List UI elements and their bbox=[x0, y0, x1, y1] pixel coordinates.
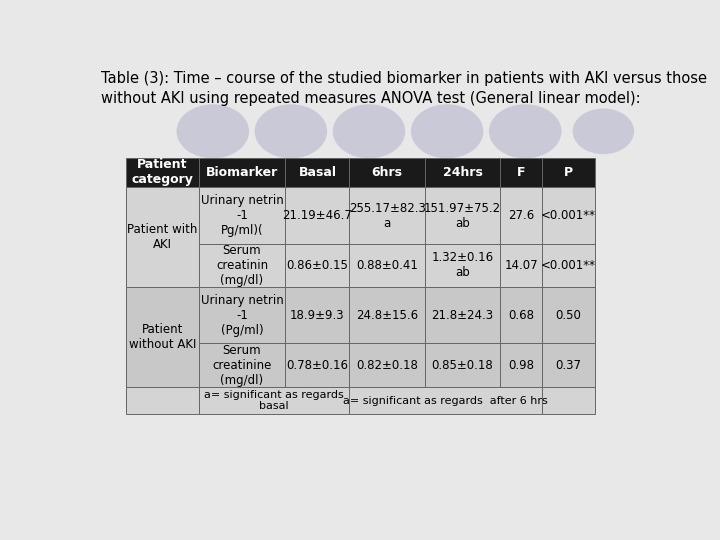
Text: 24.8±15.6: 24.8±15.6 bbox=[356, 309, 418, 322]
Bar bbox=[199, 187, 285, 244]
Text: 24hrs: 24hrs bbox=[443, 166, 482, 179]
Bar bbox=[285, 158, 349, 187]
Bar bbox=[542, 387, 595, 414]
Text: 21.8±24.3: 21.8±24.3 bbox=[431, 309, 493, 322]
Text: Patient
without AKI: Patient without AKI bbox=[129, 323, 197, 351]
Bar bbox=[126, 187, 199, 287]
Text: 1.32±0.16
ab: 1.32±0.16 ab bbox=[431, 252, 493, 279]
Bar bbox=[199, 387, 349, 414]
Text: Patient with
AKI: Patient with AKI bbox=[127, 224, 198, 251]
Text: Urinary netrin
-1
(Pg/ml): Urinary netrin -1 (Pg/ml) bbox=[201, 294, 284, 337]
Text: Urinary netrin
-1
Pg/ml)(: Urinary netrin -1 Pg/ml)( bbox=[201, 194, 284, 237]
Bar bbox=[542, 158, 595, 187]
Text: 6hrs: 6hrs bbox=[372, 166, 402, 179]
Bar bbox=[500, 244, 542, 287]
Circle shape bbox=[333, 104, 405, 158]
Bar bbox=[126, 244, 199, 287]
Text: Patient
category: Patient category bbox=[132, 159, 194, 186]
Bar bbox=[425, 187, 500, 244]
Text: 0.98: 0.98 bbox=[508, 359, 534, 372]
Text: 0.82±0.18: 0.82±0.18 bbox=[356, 359, 418, 372]
Bar bbox=[126, 158, 199, 187]
Bar bbox=[542, 187, 595, 244]
Bar bbox=[542, 287, 595, 343]
Circle shape bbox=[255, 104, 327, 158]
Bar bbox=[285, 187, 349, 244]
Bar bbox=[126, 287, 199, 343]
Text: 18.9±9.3: 18.9±9.3 bbox=[290, 309, 345, 322]
Bar bbox=[500, 158, 542, 187]
Bar bbox=[349, 244, 425, 287]
Bar bbox=[285, 287, 349, 343]
Text: <0.001**: <0.001** bbox=[541, 209, 596, 222]
Text: Biomarker: Biomarker bbox=[206, 166, 278, 179]
Bar bbox=[425, 158, 500, 187]
Text: Serum
creatinine
(mg/dl): Serum creatinine (mg/dl) bbox=[212, 344, 271, 387]
Bar bbox=[425, 244, 500, 287]
Text: 255.17±82.3
a: 255.17±82.3 a bbox=[348, 201, 426, 229]
Bar bbox=[199, 287, 285, 343]
Text: 0.68: 0.68 bbox=[508, 309, 534, 322]
Bar bbox=[349, 158, 425, 187]
Bar bbox=[425, 343, 500, 387]
Bar bbox=[500, 187, 542, 244]
Circle shape bbox=[176, 104, 249, 158]
Text: 0.86±0.15: 0.86±0.15 bbox=[287, 259, 348, 272]
Bar bbox=[349, 387, 542, 414]
Text: 0.88±0.41: 0.88±0.41 bbox=[356, 259, 418, 272]
Bar bbox=[199, 343, 285, 387]
Bar bbox=[126, 187, 199, 244]
Bar bbox=[126, 287, 199, 387]
Text: Serum
creatinin
(mg/dl): Serum creatinin (mg/dl) bbox=[216, 244, 268, 287]
Text: F: F bbox=[517, 166, 526, 179]
Text: 14.07: 14.07 bbox=[504, 259, 538, 272]
Bar bbox=[199, 158, 285, 187]
Bar bbox=[425, 287, 500, 343]
Bar bbox=[542, 244, 595, 287]
Text: 0.37: 0.37 bbox=[556, 359, 582, 372]
Text: a= significant as regards
basal: a= significant as regards basal bbox=[204, 390, 344, 411]
Text: <0.001**: <0.001** bbox=[541, 259, 596, 272]
Bar bbox=[349, 343, 425, 387]
Bar bbox=[500, 343, 542, 387]
Bar bbox=[542, 343, 595, 387]
Bar bbox=[349, 287, 425, 343]
Bar bbox=[126, 387, 199, 414]
Text: 0.85±0.18: 0.85±0.18 bbox=[431, 359, 493, 372]
Text: P: P bbox=[564, 166, 573, 179]
Circle shape bbox=[411, 104, 483, 158]
Text: 151.97±75.2
ab: 151.97±75.2 ab bbox=[424, 201, 501, 229]
Bar bbox=[199, 244, 285, 287]
Circle shape bbox=[489, 104, 562, 158]
Text: Table (3): Time – course of the studied biomarker in patients with AKI versus th: Table (3): Time – course of the studied … bbox=[101, 71, 707, 106]
Bar bbox=[285, 244, 349, 287]
Text: 0.78±0.16: 0.78±0.16 bbox=[287, 359, 348, 372]
Text: 21.19±46.7: 21.19±46.7 bbox=[282, 209, 352, 222]
Text: 0.50: 0.50 bbox=[556, 309, 582, 322]
Bar bbox=[349, 187, 425, 244]
Text: a= significant as regards  after 6 hrs: a= significant as regards after 6 hrs bbox=[343, 396, 548, 406]
Text: Basal: Basal bbox=[298, 166, 336, 179]
Bar bbox=[500, 287, 542, 343]
Circle shape bbox=[572, 109, 634, 154]
Text: 27.6: 27.6 bbox=[508, 209, 534, 222]
Bar bbox=[285, 343, 349, 387]
Bar bbox=[126, 343, 199, 387]
